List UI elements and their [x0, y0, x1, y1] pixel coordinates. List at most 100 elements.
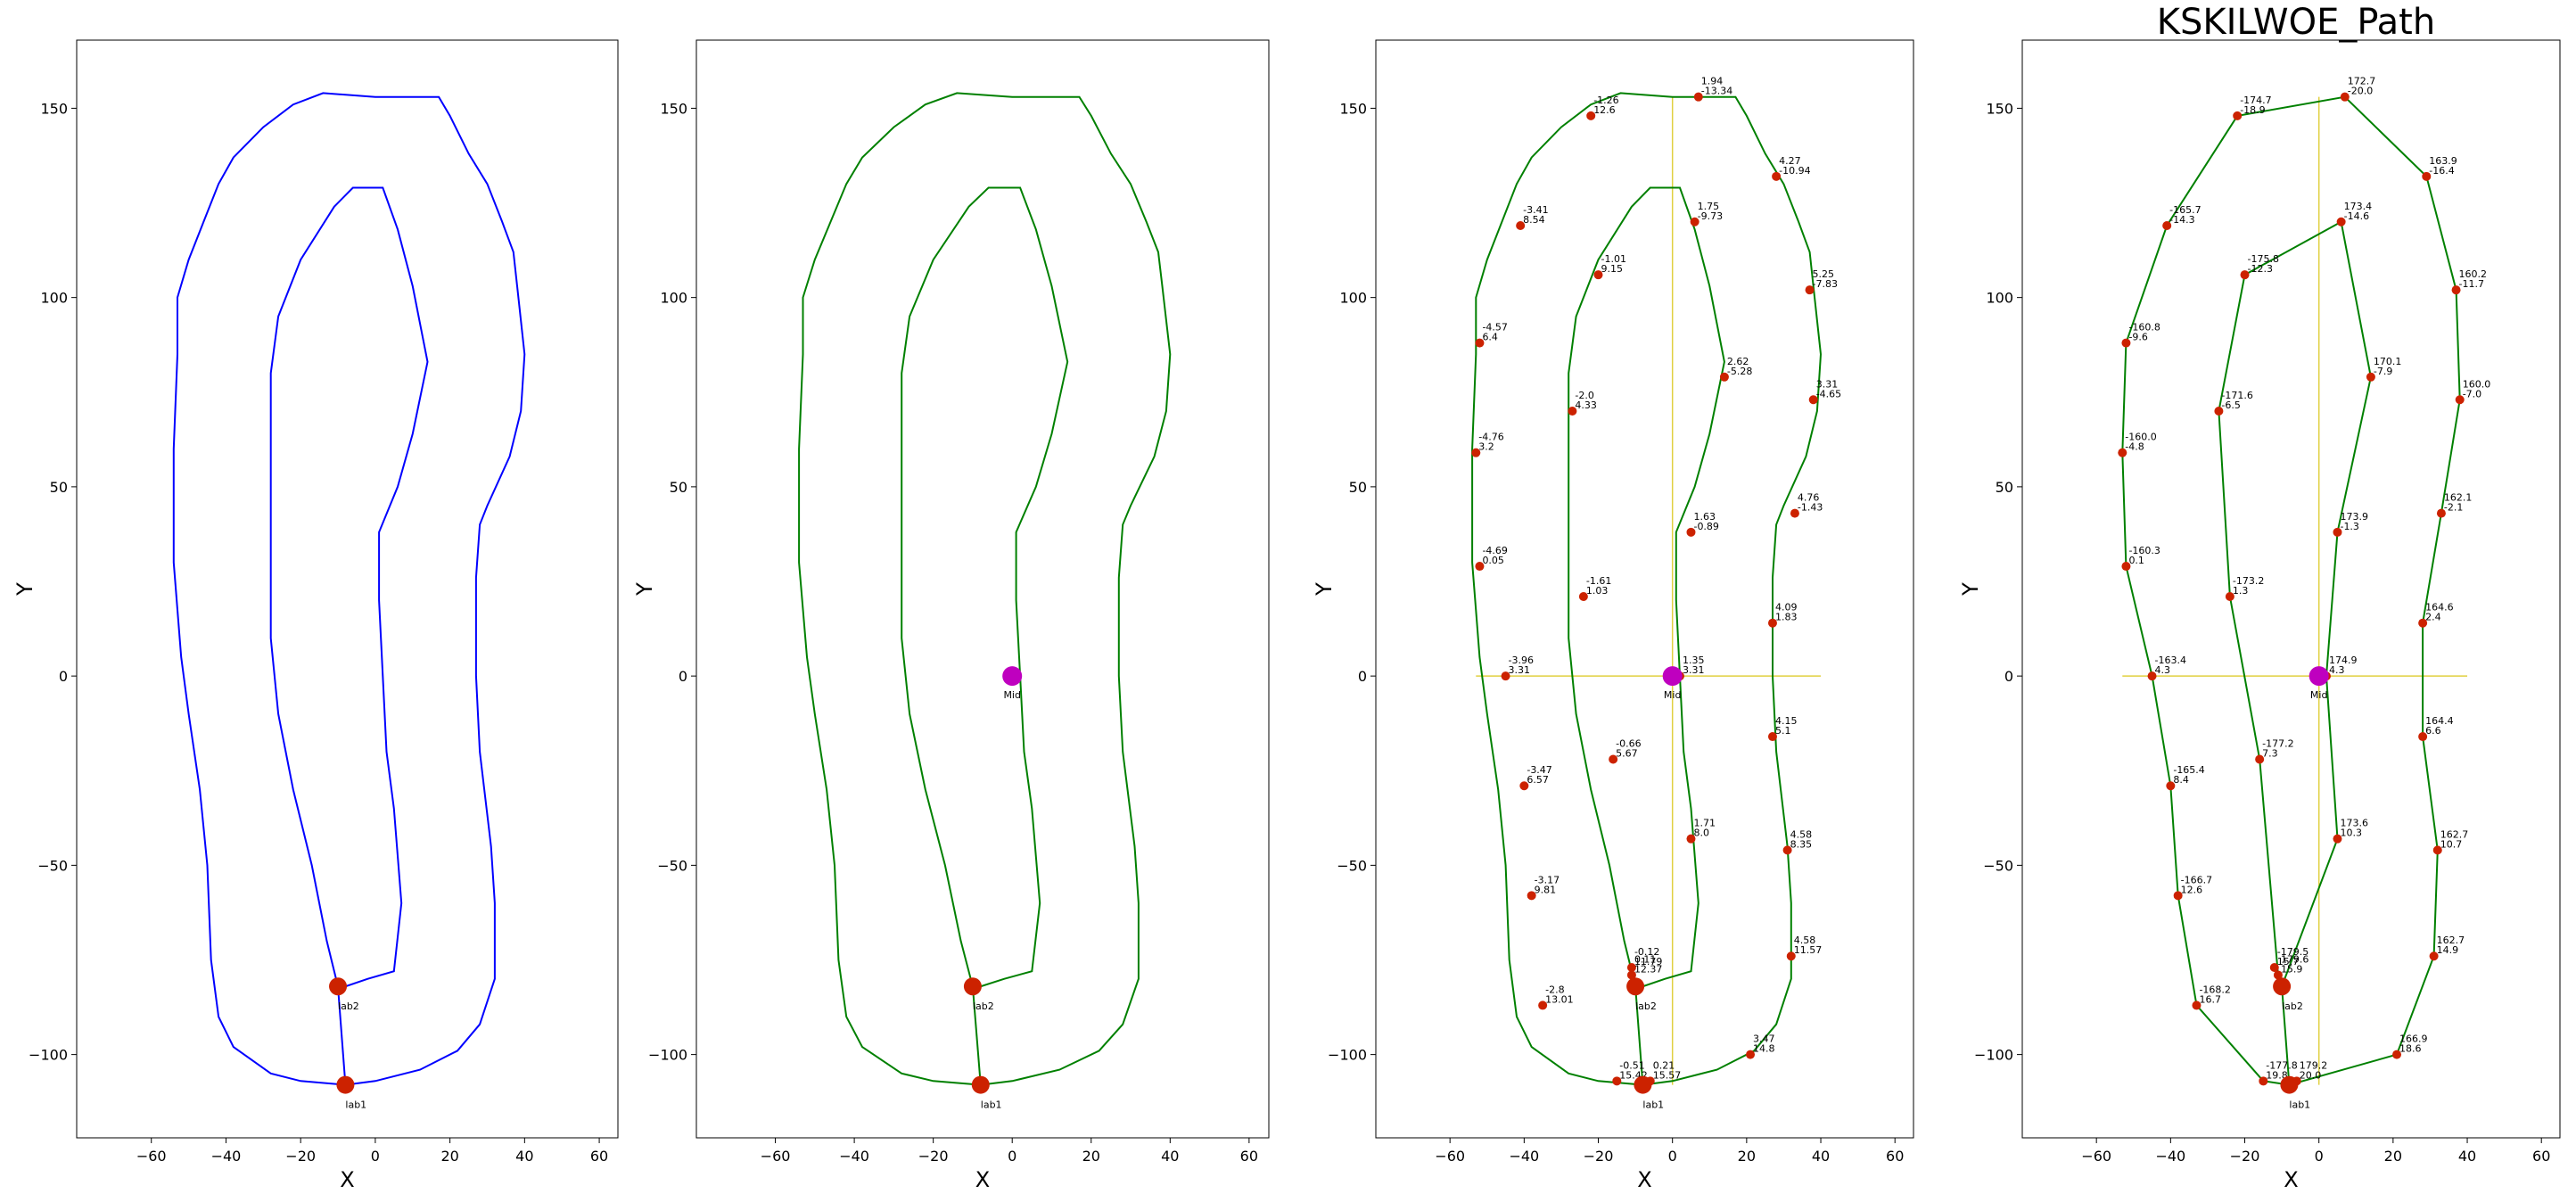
x-tick-label: −40: [1509, 1148, 1539, 1165]
x-tick-label: 40: [1812, 1148, 1830, 1165]
x-tick-label: 40: [2458, 1148, 2476, 1165]
marker-label-mid: Mid: [1003, 689, 1021, 701]
data-point: [2333, 527, 2342, 537]
y-tick-label: 100: [1339, 290, 1367, 307]
data-point: [1808, 395, 1818, 405]
marker-lab1: [971, 1075, 990, 1094]
data-point-label-2: -1.43: [1798, 502, 1823, 514]
data-point-label-2: -13.34: [1701, 86, 1732, 97]
data-point-label-2: 15.7: [2277, 956, 2300, 968]
y-tick-label: −50: [657, 857, 687, 874]
x-axis-label: X: [340, 1167, 354, 1192]
y-axis-label: Y: [12, 582, 37, 597]
marker-label-lab2: lab2: [338, 1000, 359, 1012]
data-point-label-1: -3.41: [1523, 204, 1548, 216]
panel-4: −60 −40 −20 0 20 40 60−100−50050100150XY172.7-…: [1958, 39, 2561, 1192]
data-point-label-1: 162.7: [2440, 828, 2469, 840]
data-point-label-2: -14.3: [2169, 214, 2194, 226]
x-tick-label: 20: [2384, 1148, 2402, 1165]
data-point-label-1: 164.6: [2425, 602, 2454, 613]
data-point: [1772, 171, 1782, 181]
y-tick-label: −100: [648, 1047, 687, 1064]
data-point-label-1: 3.47: [1753, 1033, 1775, 1045]
x-tick-label: 60: [590, 1148, 608, 1165]
inner-contour-line: [901, 186, 1069, 988]
data-point: [1593, 270, 1603, 280]
x-tick-label: −20: [285, 1148, 316, 1165]
data-point-label-1: 160.0: [2463, 378, 2491, 390]
data-point: [1786, 951, 1796, 961]
data-point: [1767, 732, 1777, 742]
x-tick-label: 0: [1668, 1148, 1677, 1165]
data-point-label-2: -16.4: [2429, 165, 2454, 177]
x-tick-label: −20: [2230, 1148, 2260, 1165]
y-tick-label: −100: [29, 1047, 68, 1064]
x-tick-label: 0: [2315, 1148, 2324, 1165]
data-point: [1690, 217, 1700, 226]
data-point-label-1: 166.9: [2399, 1033, 2428, 1045]
marker-label-lab2: lab2: [2282, 1000, 2303, 1012]
data-point-label-2: 6.4: [1482, 332, 1498, 343]
data-point-label-1: -0.66: [1616, 738, 1641, 750]
data-point-label-2: -10.94: [1779, 165, 1810, 177]
data-point-label-2: -12.3: [2248, 263, 2273, 275]
data-point-label-1: 0.21: [1653, 1059, 1675, 1071]
data-point: [2418, 732, 2428, 742]
data-point-label-2: 12.37: [1634, 963, 1663, 975]
data-point-label-2: 13.01: [1545, 993, 1574, 1005]
data-point: [1693, 92, 1703, 102]
data-point-label-1: 162.1: [2444, 492, 2473, 504]
y-tick-label: 0: [2004, 668, 2013, 685]
marker-label-lab1: lab1: [2289, 1099, 2310, 1111]
data-point-label-2: 3.2: [1478, 441, 1494, 453]
data-point-label-2: 3.31: [1509, 664, 1531, 676]
data-point-label-1: 173.6: [2340, 818, 2368, 829]
data-point-label-1: -2.8: [1545, 984, 1564, 995]
data-point: [2336, 217, 2346, 226]
data-point-label-2: -7.83: [1813, 278, 1838, 290]
data-point: [2255, 754, 2265, 764]
data-point: [2451, 285, 2461, 295]
y-tick-label: 0: [59, 668, 68, 685]
data-point-label-2: 1.83: [1775, 612, 1798, 623]
data-point: [1471, 448, 1481, 457]
data-point-label-2: 12.6: [2181, 884, 2203, 895]
data-point: [1790, 508, 1799, 518]
data-point: [1568, 406, 1577, 416]
data-point-label-1: 4.15: [1775, 715, 1798, 727]
data-point-label-2: 11.79: [1634, 956, 1663, 968]
data-point: [2273, 970, 2283, 980]
y-tick-label: −100: [1328, 1047, 1367, 1064]
data-point-label-1: -3.96: [1509, 655, 1534, 666]
data-point-label-2: -7.0: [2463, 388, 2481, 399]
x-tick-label: −60: [136, 1148, 167, 1165]
data-point-label-1: -1.26: [1593, 95, 1618, 106]
data-point-label-1: -3.47: [1527, 764, 1551, 776]
data-point-label-2: 4.3: [2155, 664, 2171, 676]
x-tick-label: 0: [1008, 1148, 1016, 1165]
data-point-label-2: 8.35: [1790, 838, 1813, 850]
data-point-label-1: -4.76: [1478, 432, 1503, 443]
data-point-label-1: 4.09: [1775, 602, 1798, 613]
data-point-label-2: -4.8: [2125, 441, 2144, 453]
data-point-label-2: -18.9: [2240, 104, 2265, 116]
outer-contour-line: [798, 92, 1172, 1086]
data-point-label-2: -11.7: [2459, 278, 2484, 290]
data-point-label-2: -2.1: [2444, 502, 2463, 514]
x-tick-label: −60: [761, 1148, 791, 1165]
y-tick-label: 150: [1339, 100, 1367, 117]
data-point-label-1: 0.11: [1634, 953, 1657, 965]
data-point: [1516, 220, 1526, 230]
data-point-label-1: -2.0: [1575, 390, 1593, 401]
data-point: [2429, 951, 2439, 961]
data-point-label-1: -168.2: [2199, 984, 2230, 995]
data-point-label-2: 5.67: [1616, 748, 1638, 760]
inner-contour-line: [269, 186, 429, 988]
data-point-label-1: -171.6: [2221, 390, 2252, 401]
x-axis-label: X: [1637, 1167, 1651, 1192]
data-point: [2259, 1076, 2268, 1086]
data-point-label-2: 8.54: [1523, 214, 1545, 226]
data-point: [2192, 1000, 2202, 1010]
data-point-label-2: -0.89: [1693, 521, 1718, 532]
